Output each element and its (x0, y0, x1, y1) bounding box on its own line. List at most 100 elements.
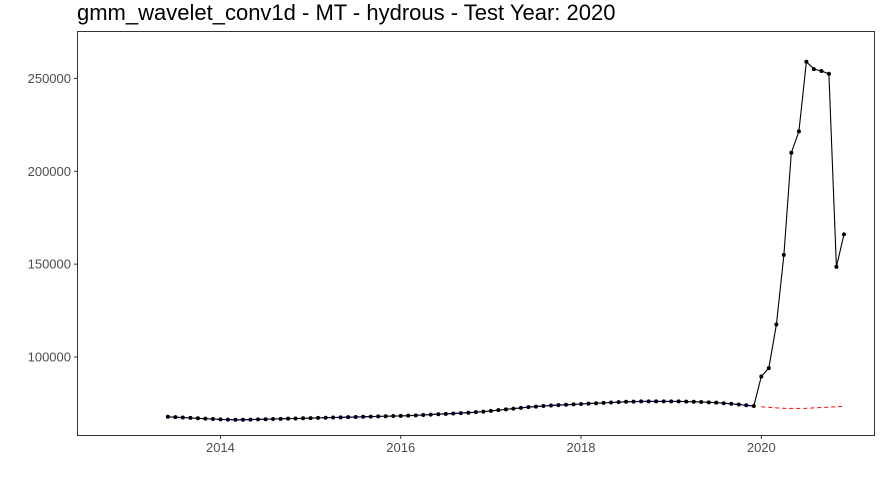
data-point (661, 399, 666, 404)
y-tick-label: 250000 (28, 71, 71, 86)
data-point (248, 417, 253, 422)
data-point (751, 404, 756, 409)
data-point (218, 417, 223, 422)
data-point (533, 404, 538, 409)
data-point (338, 415, 343, 420)
data-point (586, 401, 591, 406)
data-point (781, 252, 786, 257)
data-point (286, 416, 291, 421)
y-tick-label: 100000 (28, 350, 71, 365)
data-point (541, 404, 546, 409)
data-point (458, 411, 463, 416)
data-point (811, 67, 816, 72)
data-point (579, 401, 584, 406)
data-point (714, 400, 719, 405)
data-point (421, 412, 426, 417)
data-point (361, 414, 366, 419)
data-point (736, 402, 741, 407)
data-point (774, 322, 779, 327)
data-point (639, 399, 644, 404)
data-point (233, 417, 238, 422)
data-point (481, 409, 486, 414)
data-point (316, 415, 321, 420)
data-point (398, 413, 403, 418)
data-point (518, 405, 523, 410)
series-line-actual (167, 60, 845, 421)
data-point (195, 416, 200, 421)
data-point (556, 403, 561, 408)
data-point (669, 399, 674, 404)
data-point (496, 408, 501, 413)
data-point (225, 417, 230, 422)
data-point (594, 401, 599, 406)
data-point (646, 399, 651, 404)
x-tick-label: 2014 (206, 440, 235, 455)
data-point (383, 414, 388, 419)
data-point (278, 416, 283, 421)
data-point (819, 69, 824, 73)
data-point (841, 232, 846, 237)
data-point (301, 416, 306, 421)
data-point (549, 403, 554, 408)
y-tick-label: 150000 (28, 257, 71, 272)
data-point (609, 400, 614, 405)
data-point (744, 403, 749, 408)
data-point (428, 412, 433, 417)
data-point (624, 399, 629, 404)
data-point (376, 414, 381, 419)
data-point (173, 415, 178, 420)
data-point (443, 411, 448, 416)
data-point (270, 417, 275, 422)
data-point (676, 399, 681, 404)
data-point (729, 401, 734, 406)
data-point (834, 264, 839, 269)
data-point (451, 411, 456, 416)
data-point (263, 417, 268, 422)
data-point (706, 400, 711, 405)
data-point (346, 415, 351, 420)
data-point (789, 150, 794, 155)
data-point (503, 407, 508, 412)
data-point (165, 414, 170, 419)
x-tick-label: 2016 (386, 440, 415, 455)
data-point (331, 415, 336, 420)
data-point (210, 417, 215, 422)
data-point (826, 71, 831, 76)
data-point (203, 416, 208, 421)
data-point (368, 414, 373, 419)
data-point (766, 366, 771, 371)
x-tick-label: 2020 (747, 440, 776, 455)
data-point (466, 410, 471, 415)
data-point (353, 414, 358, 419)
data-point (804, 59, 809, 64)
y-tick-label: 200000 (28, 164, 71, 179)
data-point (684, 399, 689, 404)
data-point (240, 417, 245, 422)
data-point (293, 416, 298, 421)
series-line-forecast (761, 405, 845, 409)
series-line-fitted (167, 400, 754, 421)
data-point (413, 413, 418, 418)
data-point (563, 402, 568, 407)
data-point (699, 399, 704, 404)
data-point (796, 129, 801, 134)
data-point (323, 415, 328, 420)
data-point (180, 415, 185, 420)
data-point (188, 415, 193, 420)
data-point (601, 400, 606, 405)
data-point (473, 410, 478, 415)
data-point (616, 400, 621, 405)
data-point (308, 416, 313, 421)
data-point (631, 399, 636, 404)
data-point (511, 406, 516, 411)
data-point (571, 402, 576, 407)
data-point (759, 374, 764, 379)
data-point (406, 413, 411, 418)
x-tick-label: 2018 (567, 440, 596, 455)
data-point (526, 405, 531, 410)
data-point (256, 417, 261, 422)
data-point (488, 408, 493, 413)
data-point (391, 414, 396, 419)
chart-title: gmm_wavelet_conv1d - MT - hydrous - Test… (77, 0, 616, 25)
